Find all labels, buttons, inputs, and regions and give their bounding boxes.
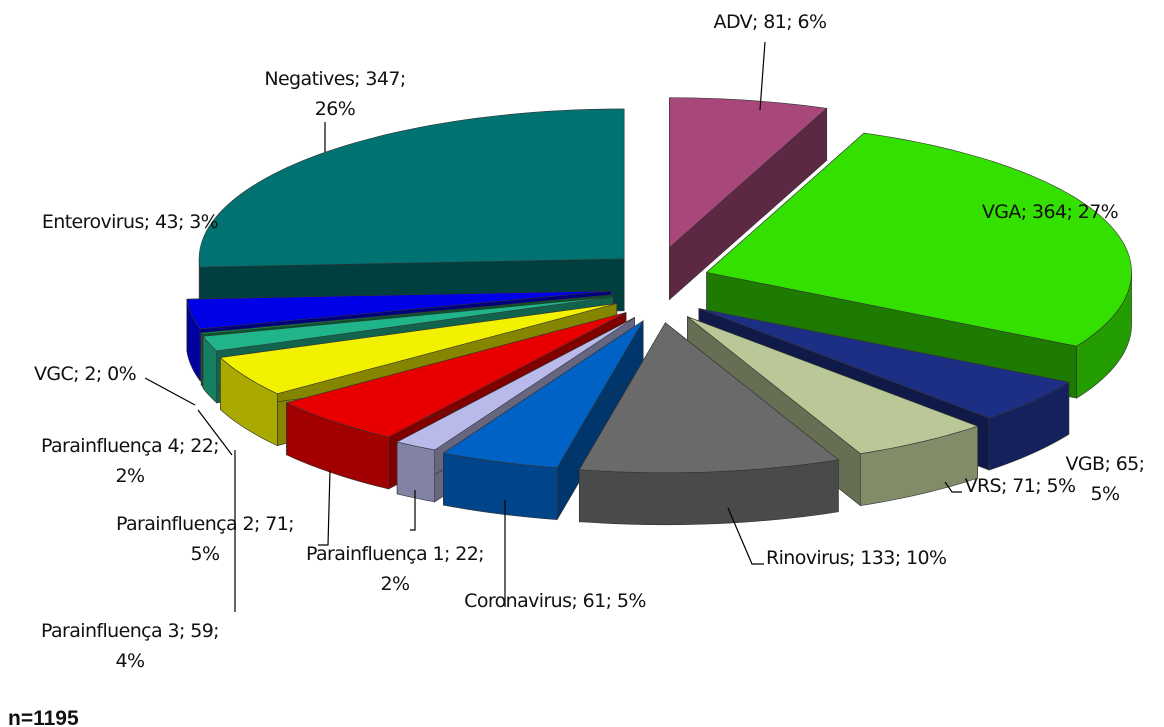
leader-line <box>727 507 764 565</box>
data-label: Coronavirus; 61; 5% <box>464 590 646 612</box>
data-label: VGB; 65; 5% <box>1066 453 1145 505</box>
leader-line <box>410 490 416 531</box>
data-label: Enterovirus; 43; 3% <box>42 211 218 233</box>
data-label: Rinovirus; 133; 10% <box>766 547 946 569</box>
data-label: VGC; 2; 0% <box>34 363 136 385</box>
leader-line <box>944 481 962 493</box>
slice <box>698 308 1070 419</box>
data-label: VGA; 364; 27% <box>982 201 1118 223</box>
leader-line <box>197 409 233 456</box>
slice <box>705 132 1132 347</box>
data-label: ADV; 81; 6% <box>714 11 827 33</box>
data-label: Parainfluença 4; 22; 2% <box>41 435 219 487</box>
slice <box>442 320 644 468</box>
slice <box>200 294 613 335</box>
data-label: Parainfluença 2; 71; 5% <box>116 513 294 565</box>
leader-line <box>318 469 331 546</box>
data-label: Parainfluença 3; 59; 4% <box>41 620 219 672</box>
slice <box>285 312 627 438</box>
data-label: Negatives; 347; 26% <box>264 68 405 120</box>
pie <box>186 97 1132 526</box>
labels: ADV; 81; 6% VGA; 364; 27% VGB; 65; 5%VRS; 7… <box>34 11 1145 672</box>
slice <box>198 108 625 268</box>
slice <box>202 296 614 352</box>
slice <box>396 317 635 451</box>
leader-line <box>759 41 766 111</box>
data-label: VRS; 71; 5% <box>965 475 1076 497</box>
slice <box>669 97 828 249</box>
slice <box>186 290 612 330</box>
slice <box>219 303 617 395</box>
slice-side <box>200 331 203 388</box>
slice-side <box>396 441 435 503</box>
note: n=1195 <box>8 707 79 727</box>
slice <box>578 322 840 474</box>
data-label: Parainfluença 1; 22; 2% <box>306 543 484 595</box>
leader-line <box>144 377 196 406</box>
slice <box>687 316 979 454</box>
